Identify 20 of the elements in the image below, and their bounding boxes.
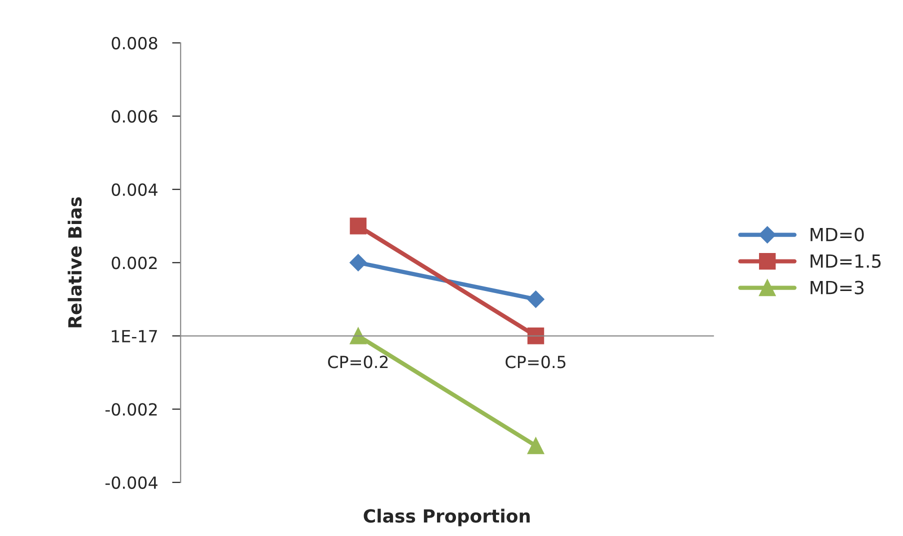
x-tick-label: CP=0.2 — [328, 356, 388, 368]
y-tick-label: 0.004 — [112, 183, 158, 196]
point — [350, 254, 367, 272]
y-tick-label: 1E-17 — [112, 330, 157, 342]
legend-label: MD=0 — [810, 228, 864, 242]
point — [527, 290, 544, 308]
point — [350, 218, 367, 234]
point — [350, 328, 367, 344]
legend-label: MD=3 — [810, 280, 864, 294]
legend-label: MD=1.5 — [810, 254, 881, 268]
y-tick-label: 0.006 — [112, 110, 158, 123]
y-tick-label: 0.002 — [112, 256, 157, 270]
y-axis-title: Relative Bias — [68, 197, 82, 328]
point — [527, 328, 544, 344]
y-tick-label: 0.008 — [112, 36, 158, 50]
point — [527, 437, 544, 454]
x-axis-title: Class Proportion — [364, 508, 530, 526]
x-tick-label: CP=0.5 — [506, 356, 566, 368]
y-tick-label: -0.002 — [105, 403, 157, 416]
y-tick-label: -0.004 — [105, 476, 158, 489]
